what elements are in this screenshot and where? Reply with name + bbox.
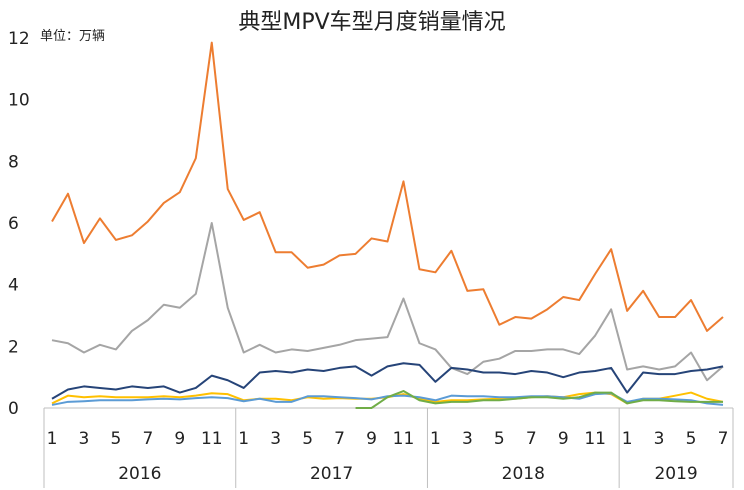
year-label: 2019	[654, 464, 697, 484]
series-line-1	[51, 41, 724, 332]
x-tick-label: 7	[334, 429, 345, 449]
year-label: 2016	[118, 464, 161, 484]
x-tick-label: 11	[393, 429, 415, 449]
x-tick-label: 7	[718, 429, 729, 449]
unit-label: 单位：万辆	[40, 29, 106, 44]
series-line-3	[51, 362, 724, 400]
x-tick-label: 1	[238, 429, 249, 449]
y-tick-label: 8	[8, 152, 19, 172]
x-tick-label: 3	[270, 429, 281, 449]
x-tick-label: 5	[494, 429, 505, 449]
x-tick-label: 1	[430, 429, 441, 449]
x-tick-label: 9	[558, 429, 569, 449]
x-tick-label: 11	[584, 429, 606, 449]
x-tick-label: 1	[622, 429, 633, 449]
x-tick-label: 1	[47, 429, 58, 449]
year-label: 2017	[310, 464, 353, 484]
x-tick-label: 9	[174, 429, 185, 449]
year-label: 2018	[502, 464, 545, 484]
chart-title: 典型MPV车型月度销量情况	[238, 10, 506, 35]
series-line-6	[355, 390, 723, 409]
x-tick-label: 5	[686, 429, 697, 449]
x-tick-label: 11	[201, 429, 223, 449]
series-line-2	[51, 222, 724, 382]
x-tick-label: 3	[462, 429, 473, 449]
x-tick-label: 7	[142, 429, 153, 449]
y-tick-label: 10	[8, 91, 30, 111]
x-tick-label: 7	[526, 429, 537, 449]
x-tick-label: 5	[110, 429, 121, 449]
x-tick-label: 5	[302, 429, 313, 449]
x-tick-label: 9	[366, 429, 377, 449]
y-tick-label: 4	[8, 276, 19, 296]
y-tick-label: 12	[8, 29, 30, 49]
y-tick-label: 2	[8, 337, 19, 357]
y-tick-label: 0	[8, 399, 19, 419]
x-tick-label: 3	[654, 429, 665, 449]
x-tick-label: 3	[79, 429, 90, 449]
y-tick-label: 6	[8, 214, 19, 234]
